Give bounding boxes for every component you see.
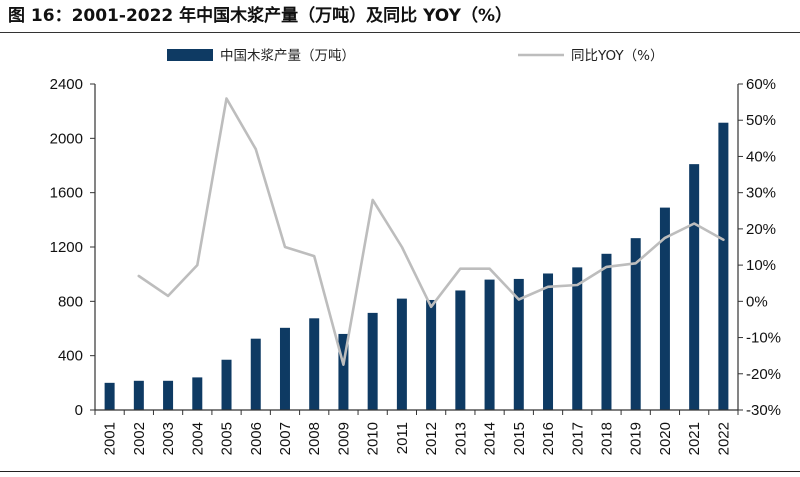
bar-2021 bbox=[689, 164, 700, 410]
chart-title: 图 16：2001-2022 年中国木浆产量（万吨）及同比 YOY（%） bbox=[8, 6, 512, 26]
left-tick-label: 1600 bbox=[50, 185, 83, 202]
x-tick-label: 2006 bbox=[248, 422, 265, 455]
bar-2011 bbox=[396, 298, 407, 410]
bar-2004 bbox=[192, 377, 203, 410]
x-tick-label: 2022 bbox=[715, 422, 732, 455]
left-tick-label: 2000 bbox=[50, 130, 83, 147]
bar-2006 bbox=[250, 338, 261, 410]
x-tick-label: 2001 bbox=[102, 422, 119, 455]
bar-2001 bbox=[104, 382, 115, 410]
bar-2008 bbox=[309, 318, 320, 410]
right-tick-label: 0% bbox=[746, 293, 768, 310]
right-y-axis: -30% -20% -10% 0% 10% 20% 30% 40% 50% 60% bbox=[737, 76, 781, 419]
x-tick-label: 2007 bbox=[277, 422, 294, 455]
x-tick-label: 2014 bbox=[482, 422, 499, 455]
x-tick-label: 2017 bbox=[569, 422, 586, 455]
left-y-axis: 0 400 800 1200 1600 2000 2400 bbox=[50, 76, 96, 419]
x-tick-label: 2016 bbox=[540, 422, 557, 455]
left-tick-label: 400 bbox=[58, 348, 83, 365]
x-tick-label: 2015 bbox=[511, 422, 528, 455]
right-tick-label: 50% bbox=[746, 112, 776, 129]
legend-bar-label: 中国木浆产量（万吨） bbox=[220, 48, 355, 64]
right-tick-label: -20% bbox=[746, 366, 781, 383]
x-tick-label: 2009 bbox=[335, 422, 352, 455]
right-tick-label: 40% bbox=[746, 148, 776, 165]
legend-bar-swatch bbox=[167, 49, 213, 61]
x-tick-label: 2020 bbox=[657, 422, 674, 455]
legend-line-label: 同比YOY（%） bbox=[571, 48, 663, 64]
bar-2010 bbox=[367, 312, 378, 410]
x-tick-label: 2013 bbox=[452, 422, 469, 455]
bar-2016 bbox=[543, 273, 554, 410]
x-tick-label: 2008 bbox=[306, 422, 323, 455]
bar-series bbox=[104, 122, 729, 411]
bar-2022 bbox=[718, 122, 729, 411]
right-tick-label: 30% bbox=[746, 185, 776, 202]
bar-2018 bbox=[601, 253, 612, 410]
bar-2019 bbox=[630, 238, 641, 410]
x-tick-label: 2002 bbox=[131, 422, 148, 455]
x-tick-label: 2003 bbox=[160, 422, 177, 455]
left-tick-label: 0 bbox=[75, 402, 83, 419]
x-tick-label: 2004 bbox=[189, 422, 206, 455]
left-tick-label: 2400 bbox=[50, 76, 83, 93]
bar-2020 bbox=[659, 207, 670, 410]
right-tick-label: -30% bbox=[746, 402, 781, 419]
x-tick-label: 2010 bbox=[365, 422, 382, 455]
right-tick-label: 20% bbox=[746, 221, 776, 238]
x-tick-label: 2019 bbox=[628, 422, 645, 455]
bar-2012 bbox=[426, 299, 437, 410]
left-tick-label: 1200 bbox=[50, 239, 83, 256]
legend: 中国木浆产量（万吨） 同比YOY（%） bbox=[167, 48, 663, 64]
bottom-divider bbox=[0, 471, 800, 472]
title-divider bbox=[0, 32, 800, 33]
yoy-line-series bbox=[137, 97, 725, 367]
bar-2007 bbox=[279, 327, 290, 410]
x-tick-label: 2012 bbox=[423, 422, 440, 455]
x-tick-label: 2005 bbox=[219, 422, 236, 455]
bar-2014 bbox=[484, 279, 495, 410]
bar-2017 bbox=[572, 267, 583, 410]
x-tick-label: 2011 bbox=[394, 422, 411, 454]
bar-2003 bbox=[163, 380, 174, 410]
x-tick-label: 2021 bbox=[686, 422, 703, 455]
bar-2009 bbox=[338, 333, 349, 410]
x-axis: 2001 2002 2003 2004 2005 2006 2007 2008 2009 2010… bbox=[94, 409, 739, 455]
right-tick-label: -10% bbox=[746, 330, 781, 347]
bar-2015 bbox=[513, 278, 524, 410]
left-tick-label: 800 bbox=[58, 293, 83, 310]
right-tick-label: 10% bbox=[746, 257, 776, 274]
bar-2002 bbox=[133, 380, 144, 410]
x-tick-label: 2018 bbox=[598, 422, 615, 455]
bar-2013 bbox=[455, 290, 466, 410]
right-tick-label: 60% bbox=[746, 76, 776, 93]
bar-2005 bbox=[221, 359, 232, 410]
